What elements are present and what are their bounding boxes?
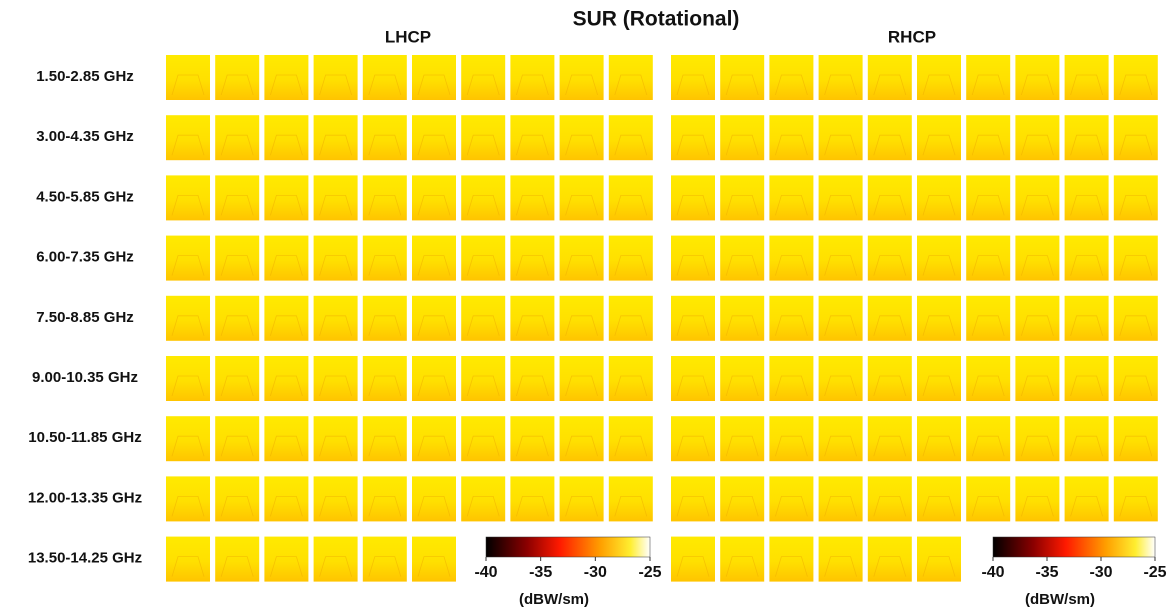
- colorbar-tick-label: -25: [1143, 564, 1166, 581]
- panel-label: RHCP: [888, 27, 936, 46]
- row-label: 4.50-5.85 GHz: [36, 188, 134, 205]
- title: SUR (Rotational): [573, 8, 740, 31]
- colorbar-tick-label: -35: [529, 564, 552, 581]
- colorbar: [486, 537, 650, 557]
- colorbar-label: (dBW/sm): [519, 591, 589, 608]
- colorbar-tick-label: -35: [1035, 564, 1058, 581]
- row-label: 12.00-13.35 GHz: [28, 489, 142, 506]
- row-label: 13.50-14.25 GHz: [28, 550, 142, 567]
- row-label: 6.00-7.35 GHz: [36, 249, 134, 266]
- row-label: 10.50-11.85 GHz: [28, 429, 141, 446]
- colorbar-tick-label: -25: [638, 564, 661, 581]
- colorbar: [993, 537, 1155, 557]
- figure: SUR (Rotational) LHCP RHCP 1.50-2.85 GHz…: [0, 0, 1172, 611]
- colorbar-tick-label: -30: [584, 564, 607, 581]
- colorbar-tick-label: -30: [1089, 564, 1112, 581]
- row-label: 7.50-8.85 GHz: [36, 309, 134, 326]
- panel-label: LHCP: [385, 27, 431, 46]
- colorbar-tick-label: -40: [981, 564, 1004, 581]
- colorbar-tick-label: -40: [474, 564, 497, 581]
- row-label: 9.00-10.35 GHz: [32, 369, 138, 386]
- row-label: 3.00-4.35 GHz: [36, 128, 134, 145]
- row-label: 1.50-2.85 GHz: [36, 68, 134, 85]
- colorbar-label: (dBW/sm): [1025, 591, 1095, 608]
